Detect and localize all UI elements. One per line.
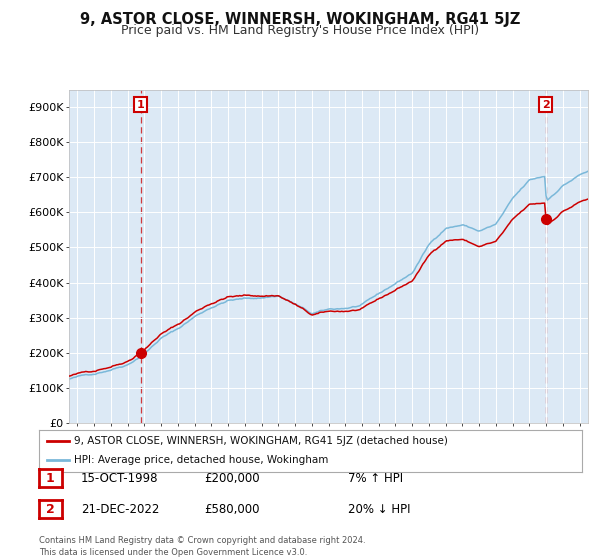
Text: Contains HM Land Registry data © Crown copyright and database right 2024.
This d: Contains HM Land Registry data © Crown c… bbox=[39, 536, 365, 557]
Text: £200,000: £200,000 bbox=[204, 472, 260, 485]
Text: HPI: Average price, detached house, Wokingham: HPI: Average price, detached house, Woki… bbox=[74, 455, 329, 465]
Text: 1: 1 bbox=[46, 472, 55, 485]
Text: 21-DEC-2022: 21-DEC-2022 bbox=[81, 502, 160, 516]
Text: 9, ASTOR CLOSE, WINNERSH, WOKINGHAM, RG41 5JZ: 9, ASTOR CLOSE, WINNERSH, WOKINGHAM, RG4… bbox=[80, 12, 520, 27]
Text: 9, ASTOR CLOSE, WINNERSH, WOKINGHAM, RG41 5JZ (detached house): 9, ASTOR CLOSE, WINNERSH, WOKINGHAM, RG4… bbox=[74, 436, 448, 446]
Text: 2: 2 bbox=[542, 100, 550, 110]
Text: 20% ↓ HPI: 20% ↓ HPI bbox=[348, 502, 410, 516]
Text: 1: 1 bbox=[137, 100, 145, 110]
Text: 15-OCT-1998: 15-OCT-1998 bbox=[81, 472, 158, 485]
Text: £580,000: £580,000 bbox=[204, 502, 260, 516]
Text: 7% ↑ HPI: 7% ↑ HPI bbox=[348, 472, 403, 485]
Text: 2: 2 bbox=[46, 502, 55, 516]
Text: Price paid vs. HM Land Registry's House Price Index (HPI): Price paid vs. HM Land Registry's House … bbox=[121, 24, 479, 36]
